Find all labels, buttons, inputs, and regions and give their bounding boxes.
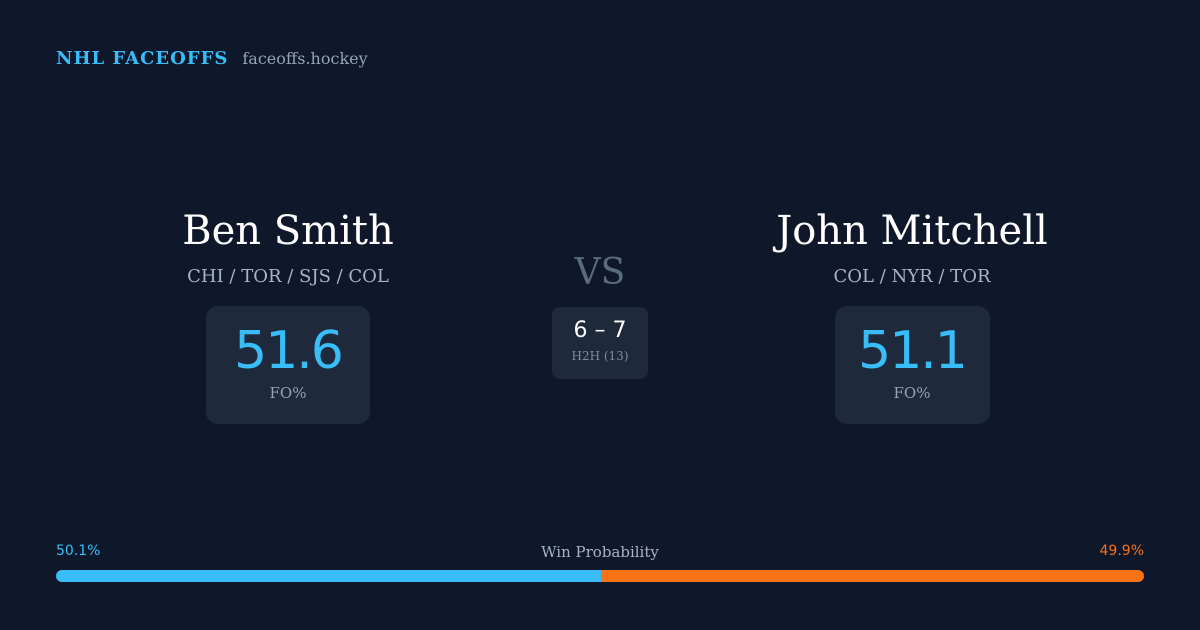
win-probability-fill-right bbox=[601, 570, 1144, 582]
brand-domain: faceoffs.hockey bbox=[242, 49, 368, 68]
faceoff-percentage-left: 51.6 bbox=[234, 321, 344, 381]
brand-name: NHL FACEOFFS bbox=[56, 48, 229, 69]
win-probability-left: 50.1% bbox=[56, 543, 101, 559]
player-name-right: John Mitchell bbox=[776, 208, 1048, 254]
win-probability-fill-left bbox=[56, 570, 602, 582]
stat-label-right: FO% bbox=[893, 384, 931, 402]
player-teams-right: COL / NYR / TOR bbox=[833, 266, 991, 287]
stat-card-left: 51.6 FO% bbox=[206, 306, 370, 424]
stat-label-left: FO% bbox=[269, 384, 307, 402]
faceoff-percentage-right: 51.1 bbox=[858, 321, 968, 381]
win-probability-right: 49.9% bbox=[1099, 543, 1144, 559]
vs-label: VS bbox=[574, 252, 626, 293]
win-probability-title: Win Probability bbox=[541, 543, 659, 561]
head-to-head-card: 6 – 7 H2H (13) bbox=[552, 307, 648, 379]
player-teams-left: CHI / TOR / SJS / COL bbox=[187, 266, 389, 287]
h2h-label: H2H (13) bbox=[571, 349, 629, 363]
win-probability-bar bbox=[56, 570, 1144, 582]
h2h-score: 6 – 7 bbox=[573, 318, 627, 343]
player-name-left: Ben Smith bbox=[182, 208, 394, 254]
stat-card-right: 51.1 FO% bbox=[834, 306, 990, 424]
win-probability-labels: 50.1% Win Probability 49.9% bbox=[56, 543, 1144, 563]
player-left: Ben Smith CHI / TOR / SJS / COL 51.6 FO% bbox=[78, 204, 498, 424]
brand-header: NHL FACEOFFS faceoffs.hockey bbox=[56, 48, 368, 69]
player-right: John Mitchell COL / NYR / TOR 51.1 FO% bbox=[702, 204, 1122, 424]
